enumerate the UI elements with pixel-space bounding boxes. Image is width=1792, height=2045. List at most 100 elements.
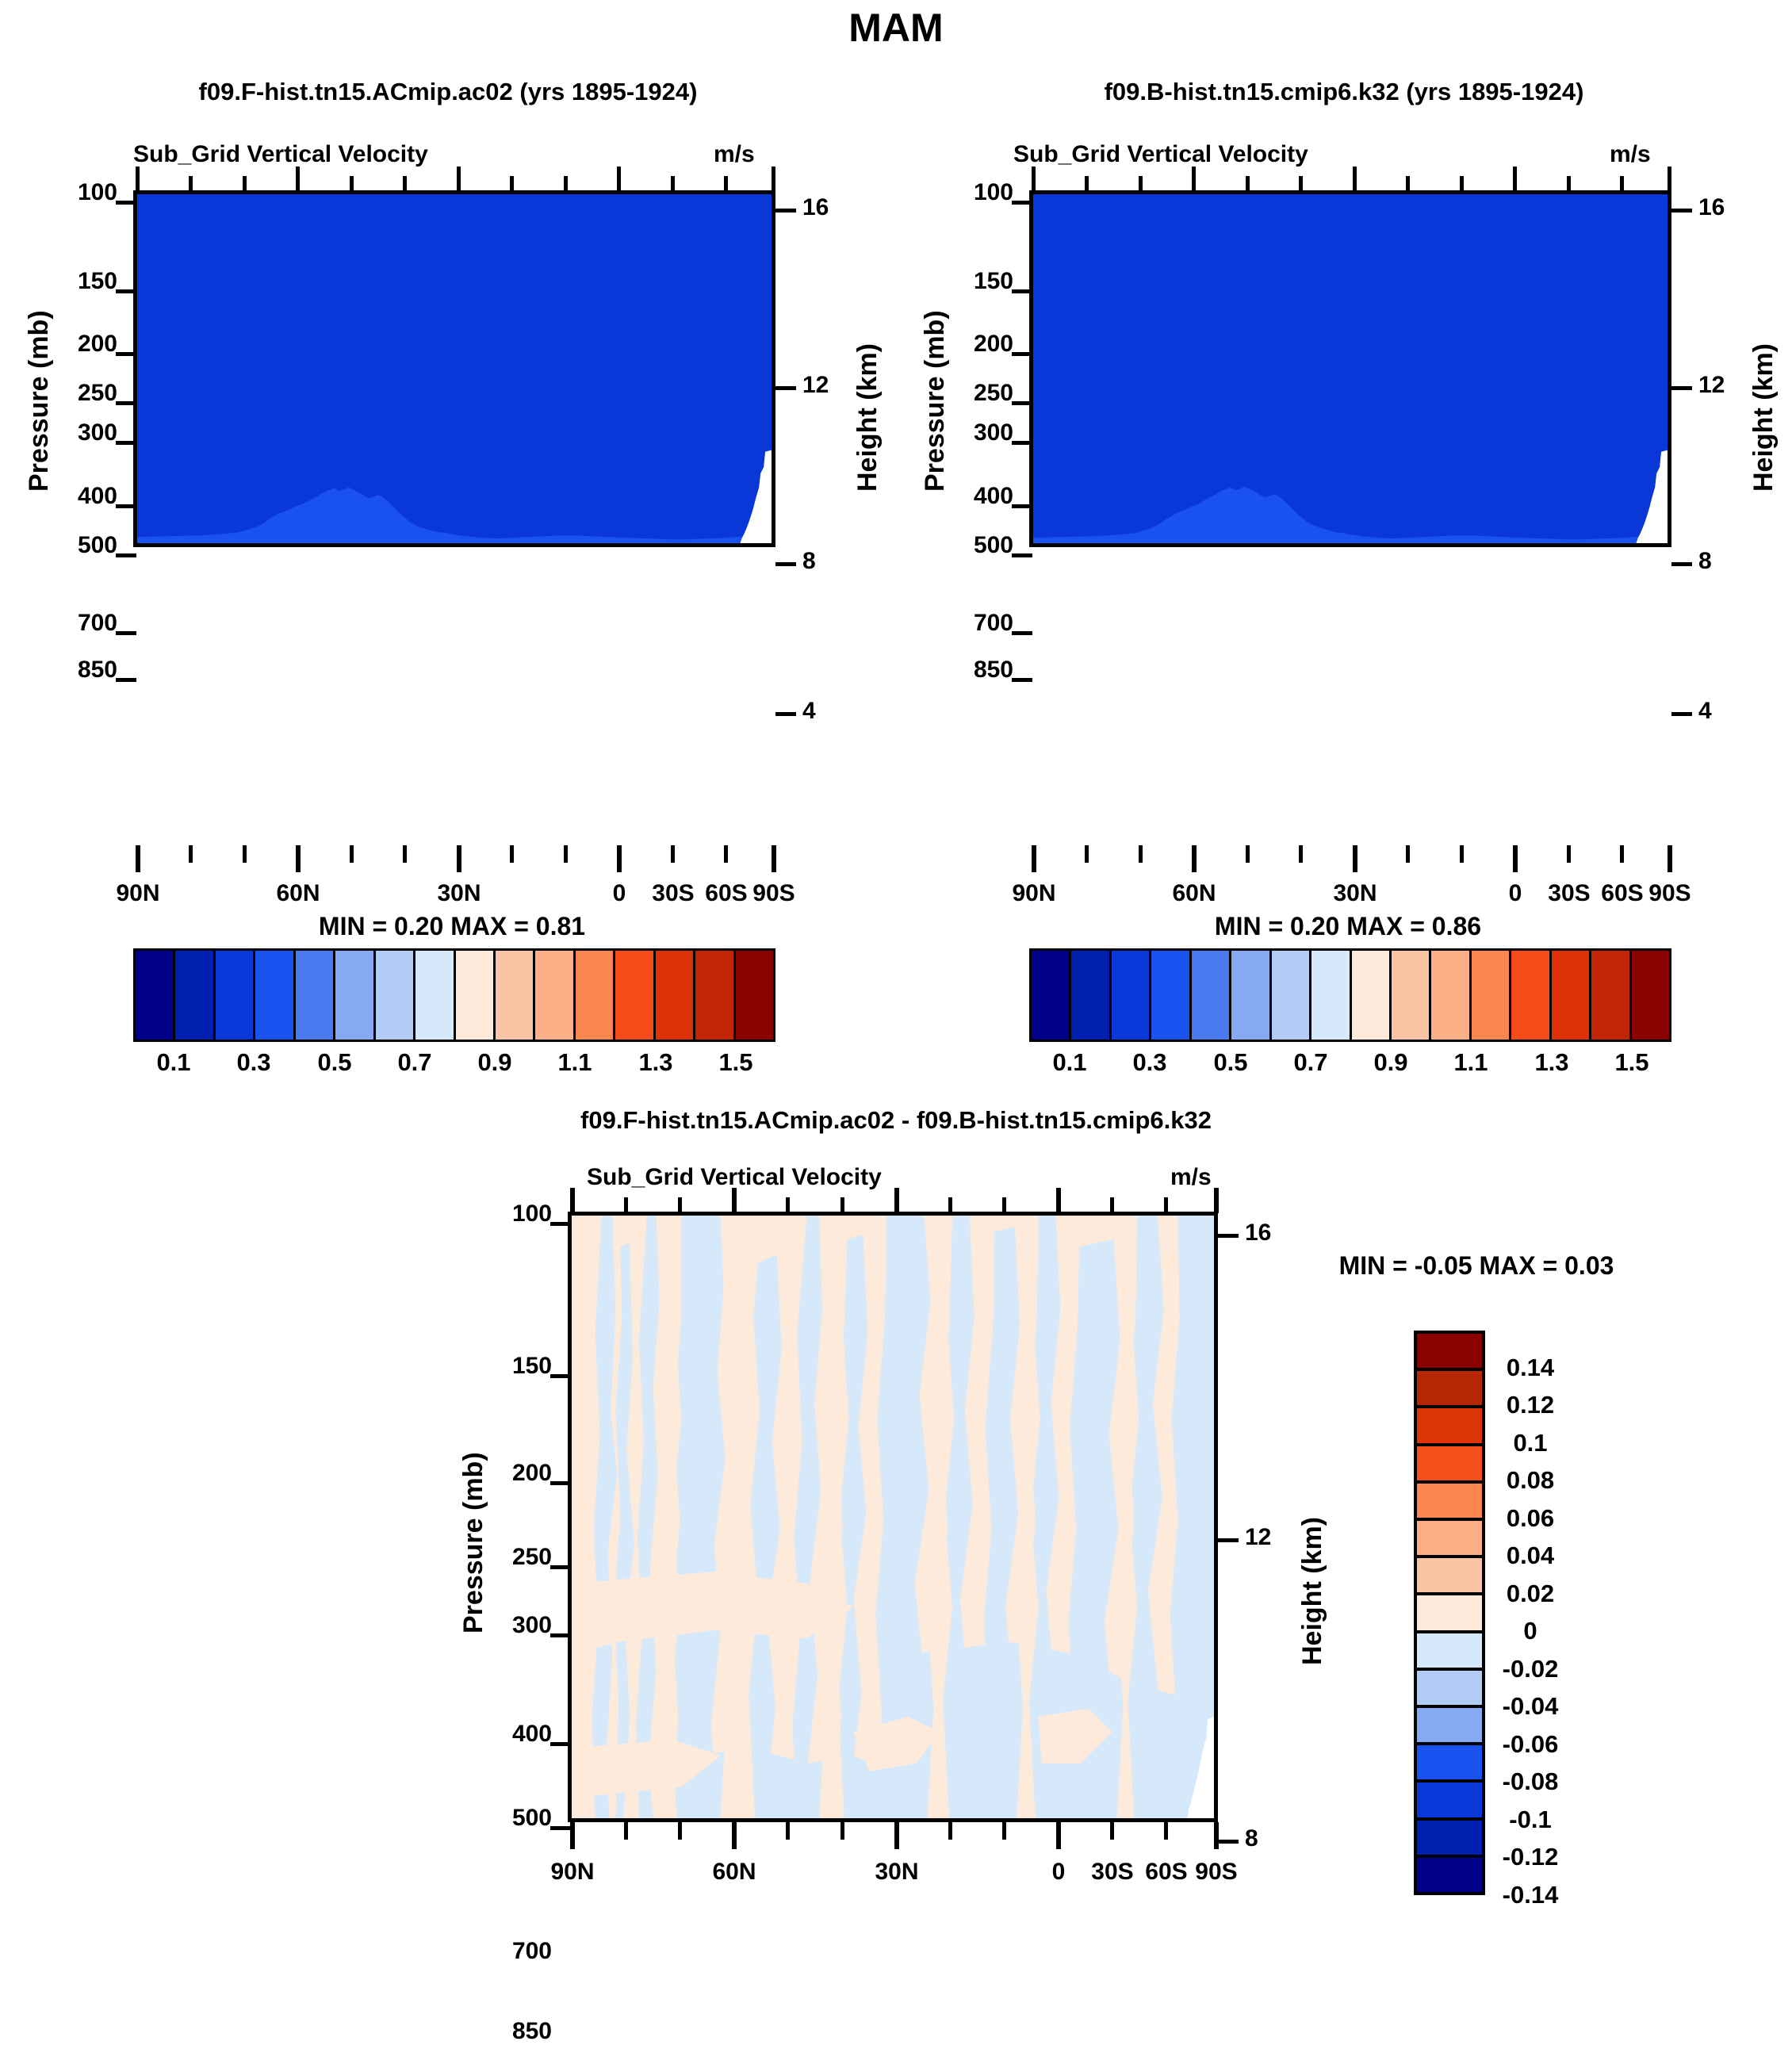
- right-panel-subtitle: Sub_Grid Vertical Velocity: [1013, 141, 1308, 167]
- left-colorbar-label: 0.7: [397, 1048, 432, 1076]
- right-xtick-90N: 90N: [1012, 880, 1056, 906]
- left-ytick-500: 500: [77, 532, 117, 558]
- right-y2axis-title: Height (km): [1748, 343, 1779, 492]
- diff-colorbar: [1414, 1331, 1485, 1895]
- diff-y2tick-16: 16: [1245, 1220, 1272, 1246]
- left-panel-units: m/s: [714, 141, 755, 167]
- diff-colorbar-label: 0.12: [1506, 1391, 1555, 1419]
- right-xtick-top: [1139, 176, 1143, 192]
- right-xtick-60N: 60N: [1172, 880, 1216, 906]
- right-ytick-mark: [1012, 352, 1032, 356]
- diff-colorbar-swatch: [1417, 1670, 1482, 1709]
- left-ytick-200: 200: [77, 331, 117, 357]
- right-xtick-30N: 30N: [1333, 880, 1377, 906]
- left-colorbar-swatch: [535, 951, 576, 1040]
- right-colorbar-swatch: [1431, 951, 1472, 1040]
- left-ytick-150: 150: [77, 268, 117, 294]
- diff-ytick-mark: [550, 1826, 571, 1830]
- diff-ytick-400: 400: [511, 1721, 552, 1747]
- diff-xtick-top: [1214, 1188, 1219, 1213]
- left-xtick-top: [724, 176, 728, 192]
- diff-ytick-850: 850: [511, 2018, 552, 2044]
- right-colorbar-swatch: [1271, 951, 1312, 1040]
- right-colorbar-swatch: [1471, 951, 1512, 1040]
- right-colorbar-swatch: [1311, 951, 1352, 1040]
- right-y2tick-mark: [1671, 209, 1692, 213]
- left-xtick-bottom: [510, 845, 514, 863]
- right-yaxis-title: Pressure (mb): [920, 310, 950, 492]
- left-colorbar-swatch: [295, 951, 336, 1040]
- left-xtick-bottom: [403, 845, 407, 863]
- left-y2axis-title: Height (km): [852, 343, 883, 492]
- diff-colorbar-label: 0.1: [1513, 1429, 1548, 1457]
- diff-y2tick-12: 12: [1245, 1524, 1272, 1550]
- diff-xtick-bottom: [678, 1822, 682, 1840]
- right-xtick-top: [1299, 176, 1303, 192]
- left-xtick-bottom: [564, 845, 568, 863]
- left-colorbar-label: 0.9: [477, 1048, 512, 1076]
- diff-colorbar-swatch: [1417, 1857, 1482, 1893]
- right-ytick-mark: [1012, 201, 1032, 205]
- left-xtick-bottom: [296, 845, 301, 872]
- left-xtick-bottom: [189, 845, 193, 863]
- left-xtick-top: [243, 176, 247, 192]
- diff-xtick-top: [1056, 1188, 1061, 1213]
- left-colorbar-label: 1.5: [718, 1048, 753, 1076]
- diff-colorbar-label: 0.06: [1506, 1504, 1555, 1532]
- right-ytick-500: 500: [973, 532, 1013, 558]
- right-ytick-700: 700: [973, 610, 1013, 636]
- right-ytick-mark: [1012, 504, 1032, 508]
- diff-panel-subtitle: Sub_Grid Vertical Velocity: [587, 1164, 882, 1190]
- left-ytick-mark: [116, 678, 136, 682]
- right-y2tick-mark: [1671, 562, 1692, 566]
- diff-colorbar-label: -0.14: [1502, 1881, 1559, 1909]
- left-ytick-400: 400: [77, 483, 117, 509]
- left-colorbar-swatch: [735, 951, 773, 1040]
- left-ytick-mark: [116, 441, 136, 445]
- left-colorbar-swatch: [335, 951, 376, 1040]
- left-xtick-top: [136, 167, 140, 192]
- diff-xtick-top: [570, 1188, 575, 1213]
- diff-xtick-0: 0: [1051, 1859, 1066, 1885]
- left-panel-subtitle: Sub_Grid Vertical Velocity: [133, 141, 428, 167]
- left-panel-title: f09.F-hist.tn15.ACmip.ac02 (yrs 1895-192…: [198, 78, 698, 105]
- right-colorbar-swatch: [1591, 951, 1632, 1040]
- diff-xtick-top: [840, 1197, 844, 1213]
- right-xtick-bottom: [1513, 845, 1518, 872]
- left-xtick-0: 0: [612, 880, 626, 906]
- left-colorbar-swatch: [136, 951, 176, 1040]
- diff-colorbar-label: -0.12: [1502, 1843, 1559, 1871]
- left-ytick-mark: [116, 631, 136, 635]
- diff-y2tick-8: 8: [1245, 1825, 1258, 1852]
- left-contour-field: [137, 194, 772, 543]
- diff-xtick-top: [1164, 1197, 1168, 1213]
- diff-panel-title: f09.F-hist.tn15.ACmip.ac02 - f09.B-hist.…: [580, 1106, 1212, 1134]
- left-ytick-mark: [116, 352, 136, 356]
- left-y2tick-mark: [775, 712, 796, 716]
- diff-ytick-mark: [550, 1633, 571, 1637]
- right-colorbar-label: 0.7: [1293, 1048, 1328, 1076]
- left-colorbar-label: 0.3: [236, 1048, 271, 1076]
- diff-ytick-700: 700: [511, 1938, 552, 1964]
- left-y2tick-mark: [775, 386, 796, 390]
- left-xtick-top: [189, 176, 193, 192]
- left-colorbar-swatch: [415, 951, 456, 1040]
- left-y2tick-4: 4: [802, 698, 816, 724]
- diff-xtick-30S: 30S: [1091, 1859, 1134, 1885]
- left-ytick-100: 100: [77, 179, 117, 205]
- diff-colorbar-swatch: [1417, 1521, 1482, 1559]
- left-xtick-top: [671, 176, 675, 192]
- diff-xtick-90S: 90S: [1195, 1859, 1238, 1885]
- left-xtick-top: [617, 167, 621, 192]
- diff-ytick-mark: [550, 1374, 571, 1378]
- right-ytick-850: 850: [973, 657, 1013, 683]
- diff-yaxis-title: Pressure (mb): [458, 1452, 488, 1633]
- left-colorbar-swatch: [655, 951, 696, 1040]
- left-ytick-mark: [116, 504, 136, 508]
- diff-xtick-30N: 30N: [875, 1859, 919, 1885]
- diff-xtick-top: [732, 1188, 737, 1213]
- right-colorbar-label: 0.1: [1052, 1048, 1087, 1076]
- right-xtick-bottom: [1085, 845, 1089, 863]
- right-ytick-mark: [1012, 678, 1032, 682]
- right-ytick-400: 400: [973, 483, 1013, 509]
